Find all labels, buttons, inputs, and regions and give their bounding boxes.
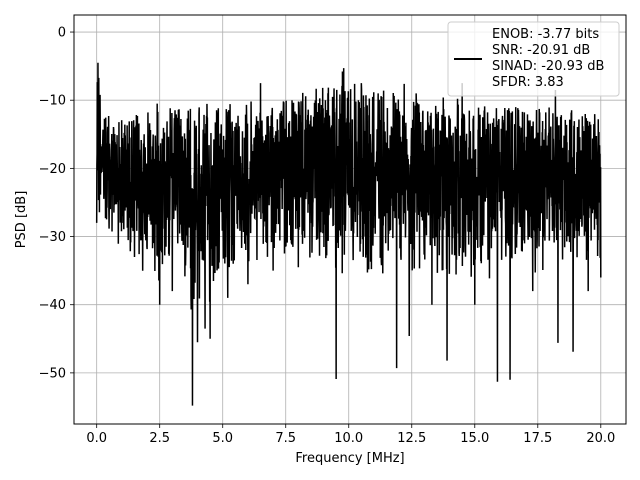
y-tick-label: −10 [39, 94, 66, 109]
x-tick-label: 0.0 [86, 431, 107, 446]
x-tick-label: 2.5 [149, 431, 170, 446]
legend: ENOB: -3.77 bits SNR: -20.91 dB SINAD: -20… [447, 21, 620, 97]
y-axis-label: PSD [dB] [14, 191, 29, 249]
legend-label-line: SFDR: 3.83 [492, 75, 564, 90]
legend-label-line: ENOB: -3.77 bits [492, 27, 599, 42]
x-tick-label: 12.5 [397, 431, 426, 446]
x-tick-label: 10.0 [334, 431, 363, 446]
x-tick-label: 17.5 [523, 431, 552, 446]
legend-box [447, 21, 620, 97]
x-tick-label: 20.0 [586, 431, 615, 446]
x-tick-label: 5.0 [212, 431, 233, 446]
y-tick-label: −50 [39, 366, 66, 381]
psd-series-line [95, 62, 602, 406]
x-tick-label: 7.5 [275, 431, 296, 446]
ticks-layer: 0.0 2.5 5.0 7.5 10.0 12.5 15.0 17.5 20.0 0 −10 −20 −… [39, 26, 616, 446]
x-tick-label: 15.0 [460, 431, 489, 446]
x-axis-label: Frequency [MHz] [295, 451, 404, 466]
legend-label: ENOB: -3.77 bits SNR: -20.91 dB SINAD: -20… [492, 27, 604, 90]
plot-frame [73, 14, 627, 425]
y-tick-label: 0 [58, 26, 66, 41]
legend-label-line: SINAD: -20.93 dB [492, 59, 604, 74]
y-tick-label: −30 [39, 230, 66, 245]
y-tick-label: −20 [39, 162, 66, 177]
series-layer [95, 62, 602, 406]
legend-label-line: SNR: -20.91 dB [492, 43, 590, 58]
y-tick-label: −40 [39, 298, 66, 313]
